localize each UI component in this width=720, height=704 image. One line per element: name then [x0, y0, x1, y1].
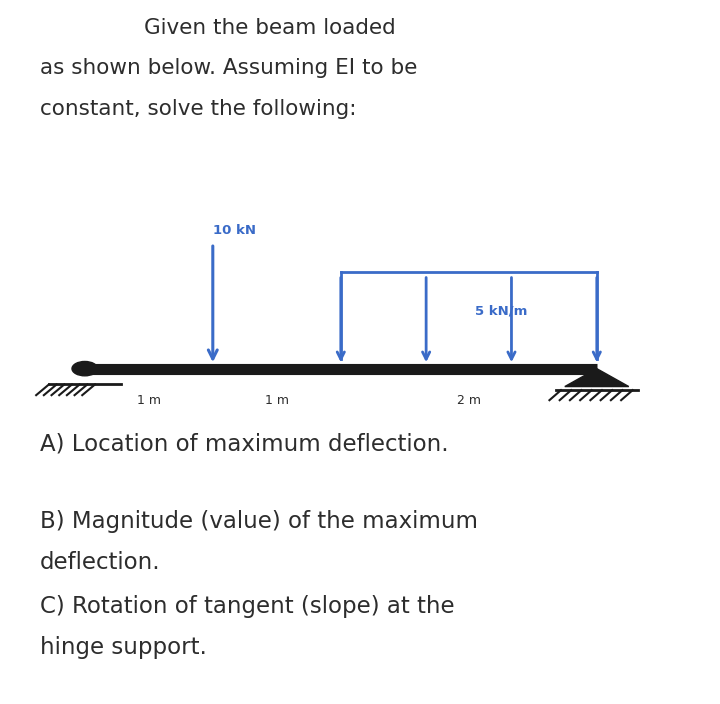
Text: 10 kN: 10 kN — [213, 225, 256, 237]
Circle shape — [72, 361, 98, 376]
Text: hinge support.: hinge support. — [40, 636, 207, 659]
Text: C) Rotation of tangent (slope) at the: C) Rotation of tangent (slope) at the — [40, 595, 454, 618]
Text: B) Magnitude (value) of the maximum: B) Magnitude (value) of the maximum — [40, 510, 477, 534]
Polygon shape — [564, 369, 629, 386]
Text: deflection.: deflection. — [40, 551, 161, 574]
Text: 1 m: 1 m — [137, 394, 161, 407]
Text: A) Location of maximum deflection.: A) Location of maximum deflection. — [40, 433, 449, 456]
Text: 5 kN/m: 5 kN/m — [474, 305, 527, 318]
Text: Given the beam loaded: Given the beam loaded — [144, 18, 396, 37]
Text: as shown below. Assuming EI to be: as shown below. Assuming EI to be — [40, 58, 417, 78]
Text: constant, solve the following:: constant, solve the following: — [40, 99, 356, 119]
Text: 2 m: 2 m — [456, 394, 481, 407]
Text: 1 m: 1 m — [265, 394, 289, 407]
